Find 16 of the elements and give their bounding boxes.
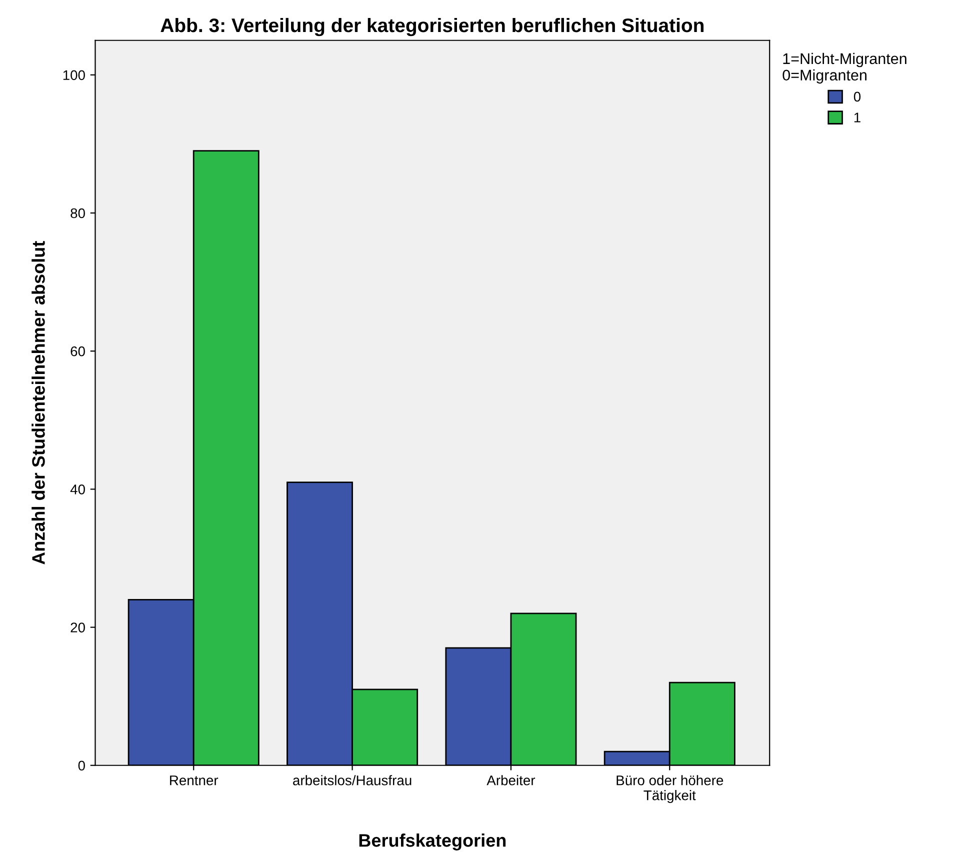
- y-axis-title: Anzahl der Studienteilnehmer absolut: [32, 241, 45, 564]
- x-tick-label: Büro oder höhere Tätigkeit: [616, 775, 724, 803]
- legend-label: 0: [854, 92, 861, 102]
- legend-label: 1: [854, 112, 860, 122]
- x-axis-title: Berufskategorien: [359, 834, 506, 850]
- x-tick-label: Rentner: [170, 776, 218, 786]
- chart-title: Abb. 3: Verteilung der kategorisierten beruflichen Situation: [160, 18, 704, 36]
- x-tick-label: Arbeiter: [486, 775, 536, 786]
- y-tick-label: 80: [70, 208, 85, 218]
- y-tick-label: 40: [70, 484, 85, 494]
- y-tick-label: 20: [70, 622, 85, 632]
- x-tick-label: arbeitslos/Hausfrau: [293, 775, 412, 786]
- legend-title: 1=Nicht-Migranten 0=Migranten: [782, 52, 906, 84]
- y-tick-label: 100: [63, 70, 85, 80]
- y-tick-label: 0: [78, 760, 85, 771]
- y-tick-label: 60: [70, 346, 85, 356]
